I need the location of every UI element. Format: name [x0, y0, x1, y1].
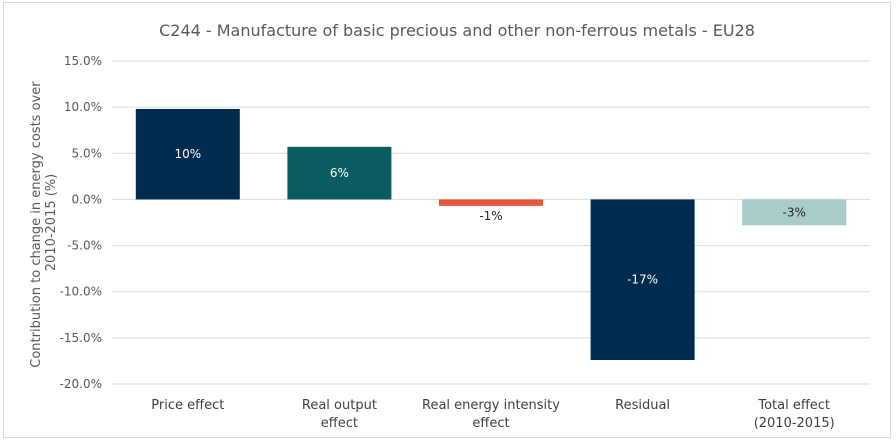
y-tick-label: 0.0% — [72, 192, 103, 206]
y-axis-label-line-2: 2010-2015 (%) — [44, 174, 59, 272]
category-label-line: Total effect — [757, 398, 830, 413]
category-label-line: Real energy intensity — [422, 398, 560, 413]
bars — [135, 108, 847, 361]
bar — [439, 199, 543, 206]
data-label: -17% — [627, 273, 658, 287]
category-label: Total effect (2010-2015) — [754, 398, 835, 431]
data-label: 10% — [174, 147, 201, 161]
y-tick-label: -20.0% — [60, 377, 102, 391]
bar — [287, 146, 392, 200]
category-label: Residual — [615, 398, 670, 413]
category-label: Real output effect — [302, 398, 377, 431]
category-label-line: effect — [321, 416, 358, 431]
category-label: Real energy intensity effect — [422, 398, 560, 431]
data-labels: 10% 6% -1% -17% -3% — [174, 147, 805, 287]
y-tick-label: -5.0% — [67, 239, 102, 253]
y-axis-ticks: 15.0% 10.0% 5.0% 0.0% -5.0% -10.0% -15.0% -20.0… — [60, 54, 102, 391]
bar-chart: C244 - Manufacture of basic precious and… — [29, 21, 870, 431]
category-label: Price effect — [151, 398, 224, 413]
y-axis-label: Contribution to change in energy costs o… — [29, 77, 59, 367]
y-tick-label: 10.0% — [64, 100, 102, 114]
y-axis-label-line-1: Contribution to change in energy costs o… — [29, 81, 44, 368]
category-label-line: Price effect — [151, 398, 224, 413]
y-tick-label: 5.0% — [72, 146, 103, 160]
category-label-line: Residual — [615, 398, 670, 413]
chart-title: C244 - Manufacture of basic precious and… — [159, 21, 755, 40]
data-label: -1% — [479, 209, 502, 223]
y-tick-label: 15.0% — [64, 54, 102, 68]
chart-container: C244 - Manufacture of basic precious and… — [3, 2, 891, 438]
category-label-line: Real output — [302, 398, 377, 413]
bar — [590, 199, 695, 361]
data-label: -3% — [783, 205, 806, 219]
y-tick-label: -10.0% — [60, 285, 102, 299]
bar — [742, 199, 847, 226]
bar — [135, 108, 240, 200]
category-label-line: effect — [472, 416, 509, 431]
y-tick-label: -15.0% — [60, 331, 102, 345]
data-label: 6% — [330, 166, 349, 180]
category-label-line: (2010-2015) — [754, 416, 835, 431]
